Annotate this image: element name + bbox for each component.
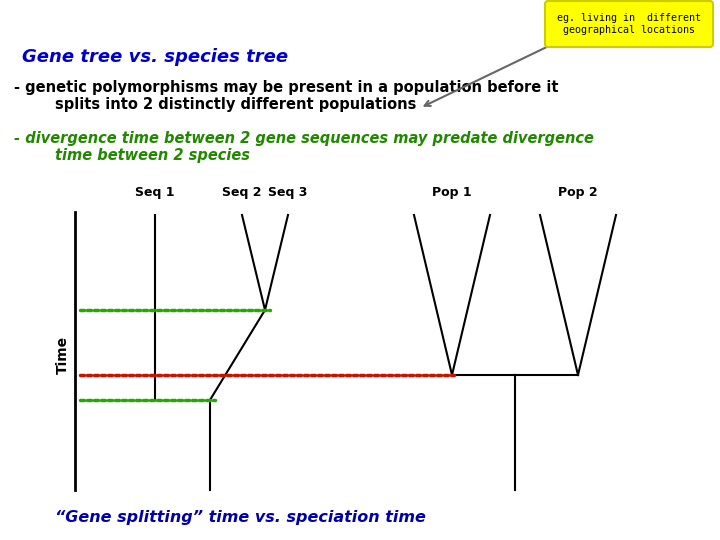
Text: Pop 2: Pop 2	[558, 186, 598, 199]
Text: “Gene splitting” time vs. speciation time: “Gene splitting” time vs. speciation tim…	[55, 510, 426, 525]
Text: Seq 1: Seq 1	[135, 186, 175, 199]
Text: eg. living in  different
geographical locations: eg. living in different geographical loc…	[557, 13, 701, 35]
Text: time between 2 species: time between 2 species	[14, 148, 250, 163]
Text: - divergence time between 2 gene sequences may predate divergence: - divergence time between 2 gene sequenc…	[14, 131, 594, 146]
Text: Gene tree vs. species tree: Gene tree vs. species tree	[22, 48, 288, 66]
FancyBboxPatch shape	[545, 1, 713, 47]
Text: splits into 2 distinctly different populations: splits into 2 distinctly different popul…	[14, 97, 416, 112]
Text: - genetic polymorphisms may be present in a population before it: - genetic polymorphisms may be present i…	[14, 80, 559, 95]
Text: Seq 2: Seq 2	[222, 186, 262, 199]
Text: Time: Time	[56, 336, 70, 374]
Text: Pop 1: Pop 1	[432, 186, 472, 199]
Text: Seq 3: Seq 3	[269, 186, 307, 199]
